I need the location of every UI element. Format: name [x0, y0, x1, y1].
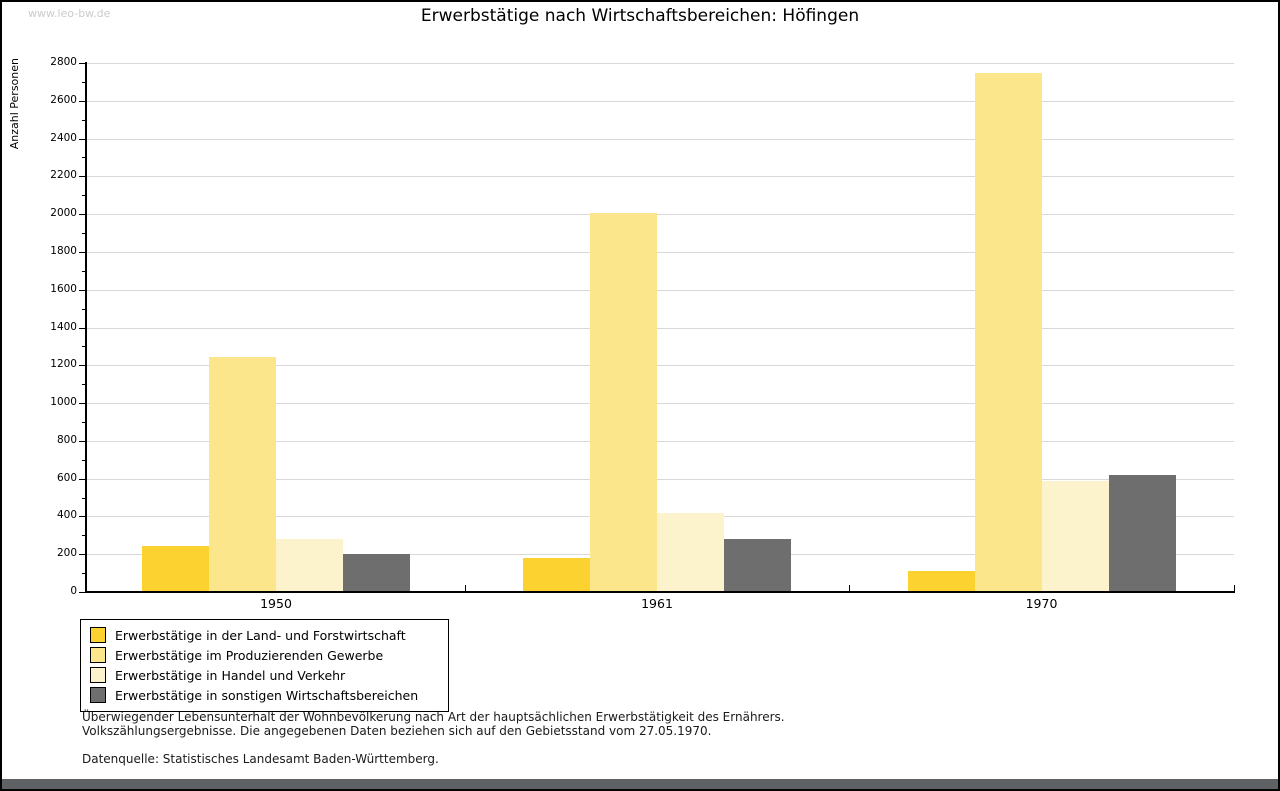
- y-tick: [79, 138, 86, 140]
- y-tick-label: 1600: [50, 282, 77, 295]
- legend-label: Erwerbstätige in sonstigen Wirtschaftsbe…: [115, 687, 419, 703]
- bottom-bar: [2, 779, 1278, 789]
- legend-swatch: [90, 627, 106, 643]
- legend-swatch: [90, 667, 106, 683]
- y-tick-label: 1800: [50, 244, 77, 257]
- y-minor-tick: [82, 157, 86, 159]
- legend-label: Erwerbstätige in der Land- und Forstwirt…: [115, 627, 406, 643]
- legend-box: Erwerbstätige in der Land- und Forstwirt…: [80, 619, 449, 712]
- x-axis-line: [85, 591, 1235, 593]
- y-tick-label: 800: [56, 433, 77, 446]
- bar-s3-1950: [276, 539, 343, 592]
- x-tick-label: 1950: [260, 596, 292, 611]
- y-tick: [79, 592, 86, 593]
- legend-label: Erwerbstätige in Handel und Verkehr: [115, 667, 346, 683]
- grid-line: [87, 440, 1234, 442]
- bar-s4-1950: [343, 554, 410, 592]
- y-minor-tick: [82, 81, 86, 83]
- y-minor-tick: [82, 384, 86, 386]
- x-tick-label: 1970: [1025, 596, 1058, 611]
- y-minor-tick: [82, 233, 86, 235]
- bar-s2-1950: [209, 356, 276, 592]
- bar-s2-1961: [590, 213, 657, 592]
- y-tick-label: 200: [56, 547, 77, 560]
- legend-swatch: [90, 647, 106, 663]
- footer-note-line2: Volkszählungsergebnisse. Die angegebenen…: [82, 724, 712, 738]
- y-tick: [79, 289, 86, 291]
- legend-item: Erwerbstätige in sonstigen Wirtschaftsbe…: [90, 685, 440, 705]
- y-minor-tick: [82, 346, 86, 348]
- y-tick: [79, 327, 86, 329]
- grid-line: [87, 100, 1234, 102]
- y-tick-label: 1400: [50, 320, 77, 333]
- y-minor-tick: [82, 421, 86, 423]
- bar-s2-1970: [974, 73, 1042, 592]
- y-tick: [79, 403, 86, 405]
- y-tick: [79, 100, 86, 102]
- bar-s3-1970: [1041, 480, 1109, 592]
- y-tick-label: 2000: [50, 207, 77, 220]
- grid-line: [87, 251, 1234, 253]
- legend-item: Erwerbstätige in Handel und Verkehr: [90, 665, 440, 685]
- y-minor-tick: [82, 459, 86, 461]
- y-minor-tick: [82, 573, 86, 575]
- y-tick-label: 1200: [50, 358, 77, 371]
- chart-title: Erwerbstätige nach Wirtschaftsbereichen:…: [420, 6, 860, 26]
- legend-label: Erwerbstätige im Produzierenden Gewerbe: [115, 647, 384, 663]
- grid-line: [87, 289, 1234, 291]
- y-tick-label: 2200: [50, 169, 77, 182]
- y-tick-label: 600: [56, 471, 77, 484]
- grid-line: [87, 403, 1234, 405]
- grid-line: [87, 176, 1234, 178]
- bar-s4-1970: [1108, 474, 1176, 592]
- legend-item: Erwerbstätige in der Land- und Forstwirt…: [90, 625, 440, 645]
- bar-s3-1961: [657, 512, 724, 592]
- y-tick: [79, 176, 86, 178]
- y-tick: [79, 516, 86, 518]
- y-minor-tick: [82, 119, 86, 121]
- y-tick: [79, 554, 86, 556]
- grid-line: [87, 63, 1234, 64]
- y-tick: [79, 214, 86, 216]
- y-axis-line: [85, 62, 87, 593]
- y-tick-label: 2800: [50, 56, 77, 68]
- grid-line: [87, 138, 1234, 140]
- y-tick: [79, 251, 86, 253]
- x-boundary-tick: [465, 585, 466, 592]
- y-tick: [79, 63, 86, 64]
- y-minor-tick: [82, 535, 86, 537]
- y-tick: [79, 365, 86, 367]
- legend-swatch: [90, 687, 106, 703]
- y-tick-label: 400: [56, 509, 77, 522]
- data-source-note: Datenquelle: Statistisches Landesamt Bad…: [82, 752, 439, 766]
- y-minor-tick: [82, 195, 86, 197]
- footer-note: Überwiegender Lebensunterhalt der Wohnbe…: [82, 710, 785, 738]
- site-watermark: www.leo-bw.de: [28, 7, 111, 20]
- bar-s1-1950: [142, 545, 209, 592]
- x-tick-label: 1961: [641, 596, 673, 611]
- y-minor-tick: [82, 308, 86, 310]
- grid-line: [87, 327, 1234, 329]
- x-boundary-tick: [849, 585, 850, 592]
- y-minor-tick: [82, 270, 86, 272]
- bar-s1-1970: [907, 571, 975, 592]
- x-boundary-tick: [1234, 585, 1235, 592]
- grid-line: [87, 365, 1234, 367]
- y-tick-label: 2400: [50, 131, 77, 144]
- footer-note-line1: Überwiegender Lebensunterhalt der Wohnbe…: [82, 710, 785, 724]
- grid-line: [87, 214, 1234, 216]
- y-tick-label: 0: [70, 585, 77, 597]
- bar-s4-1961: [724, 539, 791, 592]
- y-tick-label: 1000: [50, 396, 77, 409]
- y-tick: [79, 440, 86, 442]
- bar-s1-1961: [523, 557, 590, 592]
- y-axis-label: Anzahl Personen: [8, 58, 21, 150]
- y-tick: [79, 478, 86, 480]
- legend-item: Erwerbstätige im Produzierenden Gewerbe: [90, 645, 440, 665]
- grid-line: [87, 478, 1234, 480]
- y-tick-label: 2600: [50, 93, 77, 106]
- y-minor-tick: [82, 497, 86, 499]
